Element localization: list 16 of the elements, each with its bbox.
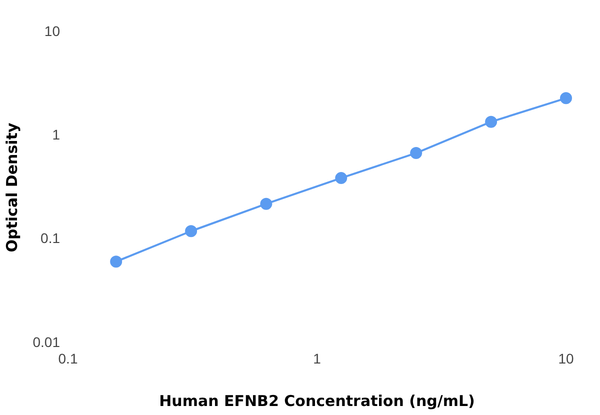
y-tick-label: 1	[52, 126, 60, 143]
x-tick-label: 10	[558, 350, 574, 366]
point	[335, 172, 348, 184]
y-tick-label: 0.01	[32, 334, 60, 350]
point	[410, 147, 422, 160]
point	[560, 92, 572, 104]
x-tick-label: 0.1	[58, 350, 78, 366]
x-axis-title: Human EFNB2 Concentration (ng/mL)	[159, 392, 475, 410]
point	[260, 198, 272, 210]
point	[185, 225, 198, 238]
point	[110, 256, 122, 268]
y-tick-label: 0.1	[40, 230, 60, 246]
y-tick-label: 10	[44, 22, 60, 39]
point	[485, 116, 498, 128]
y-axis-title: Optical Density	[2, 122, 21, 252]
x-tick-label: 1	[313, 350, 322, 366]
